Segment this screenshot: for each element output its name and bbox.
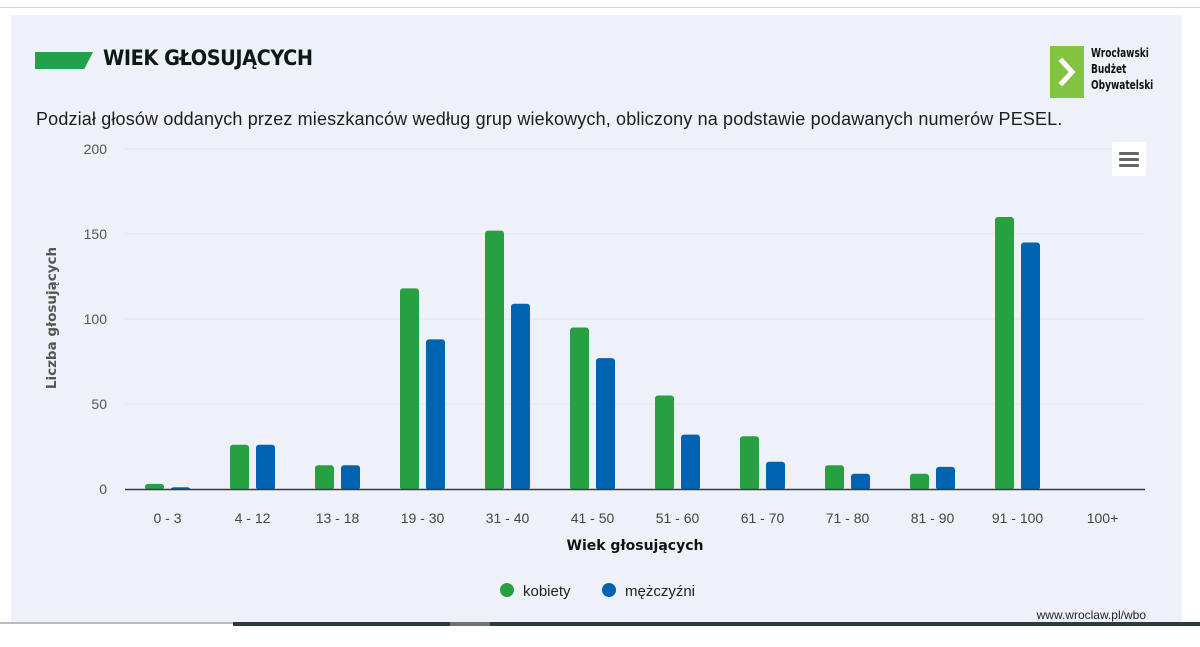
bar-mężczyźni[interactable] xyxy=(256,444,275,490)
x-tick-label: 41 - 50 xyxy=(571,510,615,526)
x-tick-label: 4 - 12 xyxy=(235,510,271,526)
bar-mężczyźni[interactable] xyxy=(851,473,870,490)
x-tick-label: 31 - 40 xyxy=(486,510,530,526)
bar-mężczyźni[interactable] xyxy=(341,465,360,490)
x-tick-label: 51 - 60 xyxy=(656,510,700,526)
x-tick-label: 81 - 90 xyxy=(911,510,955,526)
bar-mężczyźni[interactable] xyxy=(936,466,955,490)
title-accent-bar xyxy=(35,52,93,69)
bar-kobiety[interactable] xyxy=(485,230,504,490)
progress-segment xyxy=(450,622,490,626)
bar-mężczyźni[interactable] xyxy=(596,358,615,490)
bar-kobiety[interactable] xyxy=(315,465,334,490)
y-tick-label: 0 xyxy=(99,481,107,497)
legend-item-kobiety[interactable]: kobiety xyxy=(523,583,571,600)
scroll-track xyxy=(0,622,233,624)
y-tick-label: 50 xyxy=(91,396,107,412)
x-tick-label: 13 - 18 xyxy=(316,510,360,526)
x-axis-title: Wiek głosujących xyxy=(567,538,704,554)
progress-bar[interactable] xyxy=(233,622,1200,626)
y-tick-label: 200 xyxy=(84,141,108,157)
legend-marker-mężczyźni[interactable] xyxy=(602,583,616,597)
y-axis-title: Liczba głosujących xyxy=(44,247,60,389)
chevron-right-icon xyxy=(1058,57,1076,87)
bar-kobiety[interactable] xyxy=(570,327,589,491)
legend-item-mężczyźni[interactable]: mężczyźni xyxy=(625,583,695,600)
hamburger-menu-icon xyxy=(1119,152,1139,155)
logo-square xyxy=(1050,46,1084,98)
legend-marker-kobiety[interactable] xyxy=(500,583,514,597)
bar-kobiety[interactable] xyxy=(145,483,164,490)
logo-line-2: Budżet xyxy=(1091,61,1127,76)
x-tick-label: 71 - 80 xyxy=(826,510,870,526)
hamburger-line xyxy=(1119,164,1139,167)
x-tick-label: 91 - 100 xyxy=(992,510,1044,526)
bar-kobiety[interactable] xyxy=(655,395,674,491)
bar-kobiety[interactable] xyxy=(995,217,1014,490)
page-title: WIEK GŁOSUJĄCYCH xyxy=(103,46,313,70)
hamburger-line xyxy=(1119,158,1139,161)
bar-kobiety[interactable] xyxy=(825,465,844,490)
y-tick-label: 150 xyxy=(84,226,108,242)
bar-kobiety[interactable] xyxy=(740,436,759,490)
top-divider xyxy=(0,7,1200,8)
x-tick-label: 19 - 30 xyxy=(401,510,445,526)
bar-chart: 0 50 100 150 200 Liczba głosujących 0 - 3 4 - 1… xyxy=(44,141,1145,600)
source-link[interactable]: www.wroclaw.pl/wbo xyxy=(1036,608,1146,622)
chart-menu-button[interactable] xyxy=(1112,142,1146,176)
bar-kobiety[interactable] xyxy=(910,473,929,490)
bar-mężczyźni[interactable] xyxy=(681,434,700,490)
chart-panel: WIEK GŁOSUJĄCYCH Wrocławski Budżet Obywa… xyxy=(11,15,1182,622)
x-tick-label: 0 - 3 xyxy=(153,510,181,526)
logo-line-1: Wrocławski xyxy=(1091,45,1149,60)
bar-kobiety[interactable] xyxy=(230,444,249,490)
logo-text: Wrocławski Budżet Obywatelski xyxy=(1091,45,1153,93)
logo-line-3: Obywatelski xyxy=(1091,77,1154,92)
chart-subtitle: Podział głosów oddanych przez mieszkancó… xyxy=(36,109,1063,129)
bar-mężczyźni[interactable] xyxy=(766,461,785,490)
bar-mężczyźni[interactable] xyxy=(1021,242,1040,491)
bar-mężczyźni[interactable] xyxy=(511,303,530,490)
x-tick-label: 100+ xyxy=(1087,510,1119,526)
bar-kobiety[interactable] xyxy=(400,288,419,490)
bar-mężczyźni[interactable] xyxy=(426,339,445,490)
x-tick-label: 61 - 70 xyxy=(741,510,785,526)
y-tick-label: 100 xyxy=(84,311,108,327)
